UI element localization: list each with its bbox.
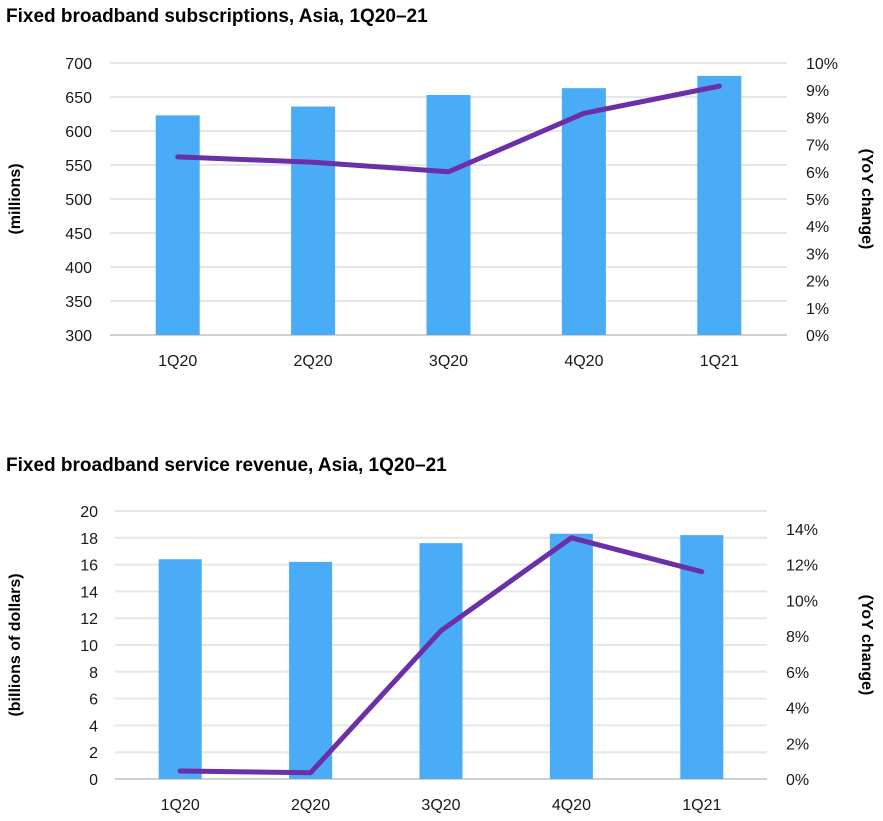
y2-axis-title: (YoY change)	[858, 595, 875, 696]
bar-1Q20	[155, 115, 200, 335]
bar-3Q20	[419, 543, 463, 779]
x-tick-label: 4Q20	[552, 797, 591, 814]
y2-tick-label: 2%	[786, 736, 809, 753]
y2-tick-label: 10%	[806, 56, 838, 73]
y-axis-title: (millions)	[7, 163, 24, 234]
y-tick-label: 16	[80, 558, 98, 575]
y2-tick-label: 1%	[806, 301, 829, 318]
x-tick-label: 1Q21	[700, 353, 739, 370]
chart-title-subscriptions: Fixed broadband subscriptions, Asia, 1Q2…	[6, 6, 428, 27]
y-tick-label: 650	[65, 90, 92, 107]
y-tick-label: 600	[65, 124, 92, 141]
x-tick-label: 3Q20	[429, 353, 468, 370]
y-tick-label: 18	[80, 531, 98, 548]
y-tick-label: 500	[65, 192, 92, 209]
y2-tick-label: 0%	[786, 772, 809, 789]
chart-revenue: 0 2 4 6 8 10 12 14 16 18 20 0% 2% 4% 6% 8% 10% 12% 14% 1Q20…	[7, 504, 875, 814]
y-tick-label: 0	[89, 772, 98, 789]
x-tick-label: 2Q20	[294, 353, 333, 370]
x-tick-label: 3Q20	[421, 797, 460, 814]
chart-title-revenue: Fixed broadband service revenue, Asia, 1…	[6, 455, 447, 476]
y2-tick-label: 3%	[806, 246, 829, 263]
bar-1Q20	[158, 559, 202, 779]
bar-3Q20	[426, 94, 471, 336]
y2-tick-label: 7%	[806, 138, 829, 155]
bar-2Q20	[291, 106, 336, 336]
x-tick-label: 4Q20	[564, 353, 603, 370]
bar-2Q20	[289, 561, 333, 779]
bar-1Q21	[680, 535, 724, 779]
y2-tick-label: 10%	[786, 593, 818, 610]
y2-tick-label: 12%	[786, 558, 818, 575]
x-tick-label: 2Q20	[291, 797, 330, 814]
x-tick-label: 1Q21	[682, 797, 721, 814]
y2-tick-label: 8%	[786, 629, 809, 646]
chart-subscriptions: 300 350 400 450 500 550 600 650 700 0% 1% 2% 3% 4% 5% 6…	[7, 56, 875, 370]
y2-tick-label: 4%	[806, 219, 829, 236]
y-tick-label: 12	[80, 611, 98, 628]
y-axis-title: (billions of dollars)	[7, 573, 24, 716]
x-tick-label: 1Q20	[158, 353, 197, 370]
y-tick-label: 450	[65, 226, 92, 243]
y2-tick-label: 6%	[806, 165, 829, 182]
y2-tick-label: 9%	[806, 83, 829, 100]
y-tick-label: 14	[80, 584, 98, 601]
y-tick-label: 300	[65, 328, 92, 345]
y2-tick-label: 14%	[786, 522, 818, 539]
y-tick-label: 6	[89, 692, 98, 709]
y-tick-label: 10	[80, 638, 98, 655]
y-tick-label: 2	[89, 745, 98, 762]
y2-axis-title: (YoY change)	[858, 149, 875, 250]
y-tick-label: 400	[65, 260, 92, 277]
y2-tick-label: 5%	[806, 192, 829, 209]
y2-tick-label: 0%	[806, 328, 829, 345]
y-tick-label: 20	[80, 504, 98, 521]
bar-4Q20	[549, 533, 593, 779]
y2-tick-label: 6%	[786, 665, 809, 682]
y-tick-label: 350	[65, 294, 92, 311]
y-tick-label: 550	[65, 158, 92, 175]
y2-tick-label: 8%	[806, 110, 829, 127]
x-tick-label: 1Q20	[161, 797, 200, 814]
y2-tick-label: 2%	[806, 274, 829, 291]
bar-1Q21	[697, 75, 742, 336]
y2-tick-label: 4%	[786, 701, 809, 718]
bar-4Q20	[561, 88, 606, 335]
y-tick-label: 4	[89, 718, 98, 735]
y-tick-label: 700	[65, 56, 92, 73]
y-tick-label: 8	[89, 665, 98, 682]
